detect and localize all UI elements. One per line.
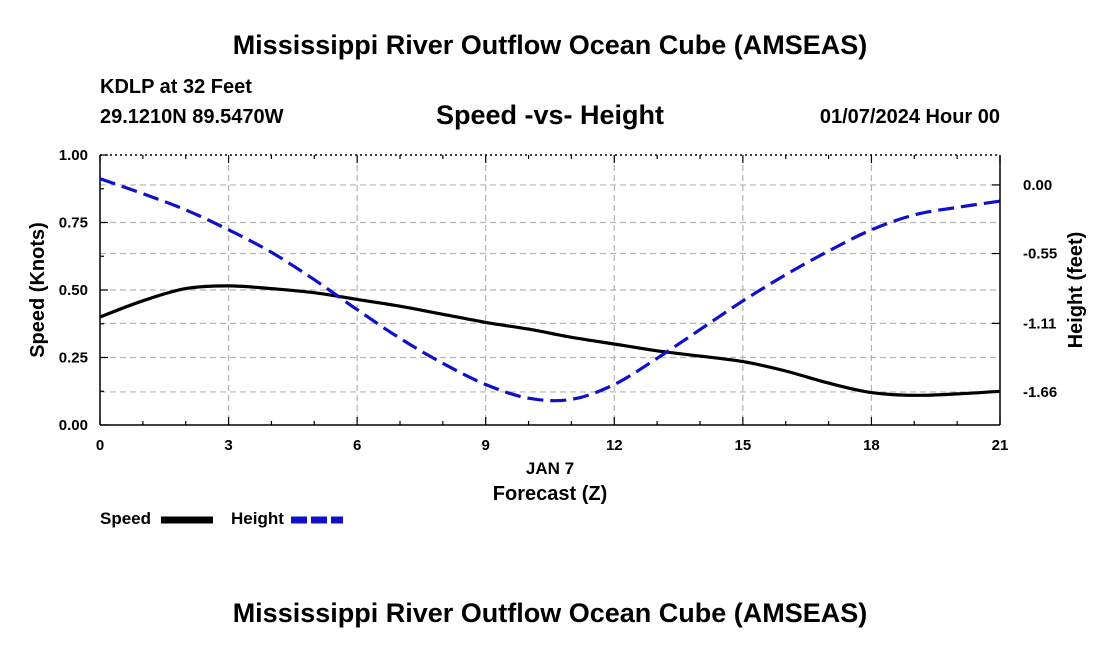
x-axis-title: Forecast (Z) [493,483,607,505]
y2-tick-label: -1.66 [1023,384,1057,401]
speed-series-line [99,284,1001,397]
y-tick-label: 0.75 [59,215,88,232]
chart-title: Mississippi River Outflow Ocean Cube (AM… [232,30,868,60]
x-tick-label: 18 [863,437,880,454]
plot-axes [99,154,1001,426]
footer-title: Mississippi River Outflow Ocean Cube (AM… [232,598,868,628]
data-series [99,177,1001,403]
y2-axis-title: Height (feet) [1065,232,1087,349]
x-tick-label: 3 [224,437,232,454]
x-tick-label: 15 [735,437,752,454]
y-tick-label: 0.00 [59,417,88,434]
x-tick-label: 9 [482,437,490,454]
station-coordinates: 29.1210N 89.5470W [100,106,284,128]
chart-subtitle: Speed -vs- Height [435,100,665,130]
legend-speed-label: Speed [100,509,152,528]
axis-labels: JAN 7 Forecast (Z) Speed (Knots) Height … [27,147,1087,505]
x-tick-label: 0 [96,437,104,454]
legend-height-swatch [291,516,343,524]
y-tick-label: 0.50 [59,282,88,299]
grid-lines [100,155,1000,425]
forecast-datetime: 01/07/2024 Hour 00 [819,106,1000,128]
y2-tick-label: -1.11 [1023,315,1056,332]
station-label: KDLP at 32 Feet [100,76,252,98]
legend-height-label: Height [231,509,284,528]
y-axis-title: Speed (Knots) [27,222,49,358]
y2-tick-label: -0.55 [1023,246,1057,263]
x-tick-label: 21 [992,437,1009,454]
height-series-line [99,177,1001,403]
y-tick-label: 1.00 [59,147,88,164]
y2-tick-label: 0.00 [1023,177,1052,194]
legend-speed-swatch [161,516,213,524]
x-tick-label: 12 [606,437,623,454]
y-tick-label: 0.25 [59,350,88,367]
x-date-label: JAN 7 [526,459,574,478]
x-tick-label: 6 [353,437,361,454]
